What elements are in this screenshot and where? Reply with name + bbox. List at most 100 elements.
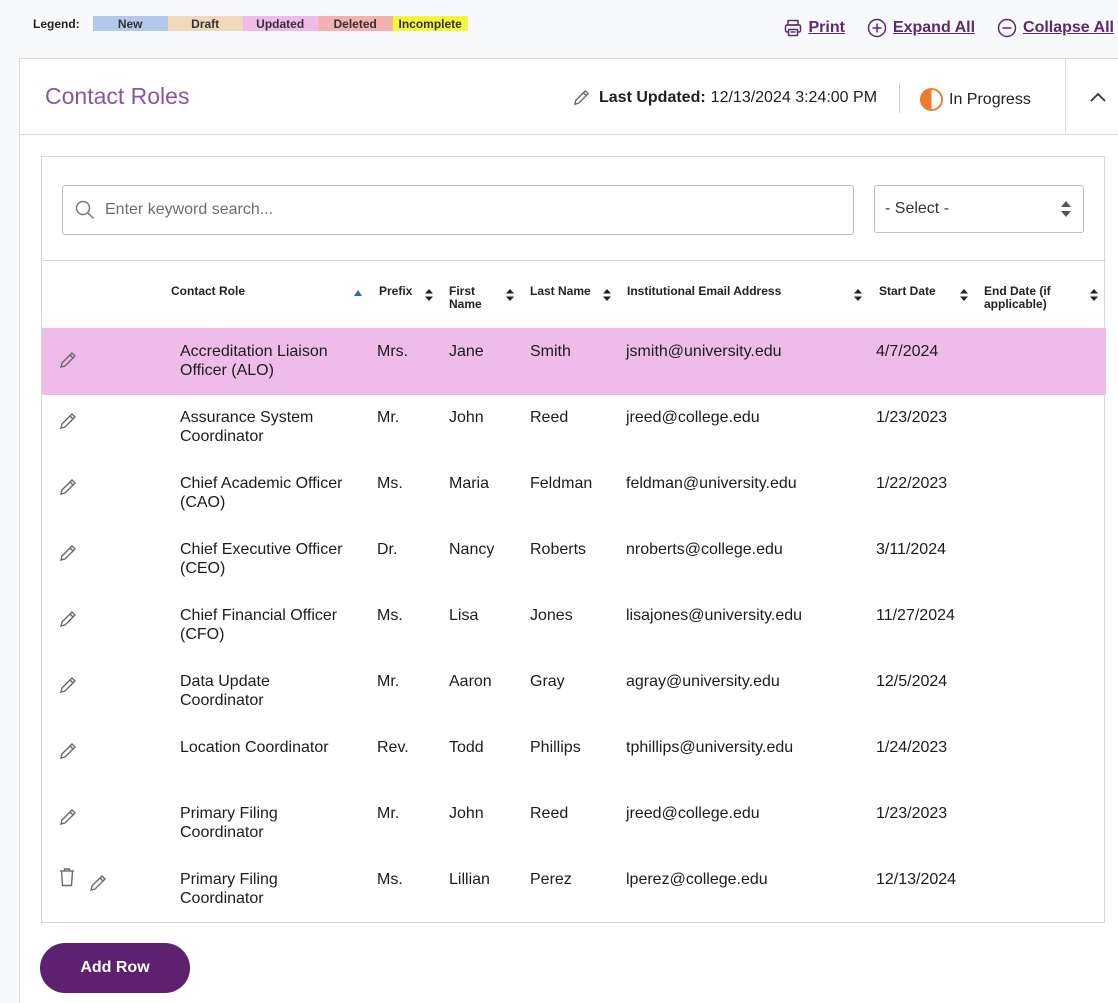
contact-roles-table-card: - Select - Contact Role Prefix First Nam… [41, 156, 1106, 923]
print-label: Print [808, 19, 845, 36]
cell-first: John [449, 805, 484, 822]
panel-title: Contact Roles [45, 83, 190, 109]
sort-icon[interactable] [1089, 288, 1099, 302]
column-header-last-name[interactable]: Last Name [530, 284, 591, 298]
add-row-button[interactable]: Add Row [40, 943, 190, 993]
legend-new: New [92, 16, 168, 31]
cell-role: Primary Filing Coordinator [180, 805, 278, 841]
pencil-icon[interactable] [58, 609, 78, 634]
cell-start: 12/13/2024 [876, 871, 957, 888]
cell-role: Accreditation Liaison Officer (ALO) [180, 343, 328, 379]
cell-prefix: Ms. [377, 607, 403, 624]
cell-last: Reed [530, 409, 569, 426]
cell-email: tphillips@university.edu [626, 739, 794, 756]
cell-prefix: Mr. [377, 805, 400, 822]
collapse-all-button[interactable]: Collapse All [997, 18, 1114, 38]
cell-first: Nancy [449, 541, 495, 558]
legend-draft: Draft [167, 16, 243, 31]
sort-icon[interactable] [959, 288, 969, 302]
cell-first: Lillian [449, 871, 490, 888]
cell-last: Feldman [530, 475, 593, 492]
table-header: Contact Role Prefix First Name Last Name… [42, 260, 1106, 329]
pencil-icon[interactable] [58, 543, 78, 568]
last-updated-label: Last Updated: [599, 88, 706, 106]
table-row: Accreditation Liaison Officer (ALO) Mrs. J… [42, 328, 1106, 395]
cell-first: John [449, 409, 484, 426]
chevron-up-icon [1090, 92, 1106, 102]
cell-prefix: Mrs. [377, 343, 409, 360]
column-header-start-date[interactable]: Start Date [879, 284, 936, 298]
cell-first: Todd [449, 739, 484, 756]
table-row: Chief Financial Officer (CFO) Ms. Lisa Jone… [42, 593, 1106, 659]
table-row: Data Update Coordinator Mr. Aaron Gray agray… [42, 659, 1106, 725]
pencil-icon[interactable] [58, 675, 78, 700]
column-header-prefix[interactable]: Prefix [379, 284, 413, 298]
cell-email: jsmith@university.edu [626, 343, 782, 360]
cell-start: 1/23/2023 [876, 409, 948, 426]
filter-select[interactable]: - Select - [874, 185, 1084, 233]
search-field[interactable] [62, 185, 854, 235]
cell-prefix: Mr. [377, 409, 400, 426]
sort-icon[interactable] [853, 288, 863, 302]
print-button[interactable]: Print [784, 19, 845, 37]
legend-incomplete: Incomplete [392, 16, 468, 31]
plus-circle-icon [867, 18, 887, 38]
expand-all-label: Expand All [892, 19, 976, 36]
column-header-first-name[interactable]: First Name [449, 284, 482, 311]
select-arrows-icon [1061, 201, 1071, 217]
pencil-icon[interactable] [88, 873, 108, 898]
cell-start: 1/24/2023 [876, 739, 948, 756]
table-row: Location Coordinator Rev. Todd Phillips tphi… [42, 725, 1106, 791]
cell-start: 1/23/2023 [876, 805, 948, 822]
table-row: Chief Academic Officer (CAO) Ms. Maria Feld… [42, 461, 1106, 527]
status-label: In Progress [949, 90, 1031, 108]
status-badge: In Progress [919, 87, 1031, 112]
column-header-contact-role[interactable]: Contact Role [171, 284, 246, 298]
cell-first: Maria [449, 475, 490, 492]
pencil-icon[interactable] [58, 741, 78, 766]
cell-prefix: Mr. [377, 673, 400, 690]
expand-all-button[interactable]: Expand All [867, 18, 975, 38]
cell-prefix: Dr. [377, 541, 398, 558]
search-input[interactable] [105, 201, 805, 219]
cell-role: Chief Financial Officer (CFO) [180, 607, 338, 643]
pencil-icon[interactable] [58, 350, 78, 375]
filter-select-value: - Select - [885, 200, 950, 217]
trash-icon[interactable] [59, 867, 75, 892]
cell-start: 3/11/2024 [876, 541, 946, 558]
sort-icon[interactable] [505, 288, 515, 302]
last-updated: Last Updated: 12/13/2024 3:24:00 PM [572, 88, 877, 107]
column-header-end-date[interactable]: End Date (if applicable) [984, 284, 1051, 311]
legend-title: Legend: [33, 16, 80, 31]
cell-role: Chief Academic Officer (CAO) [180, 475, 343, 511]
header-divider [899, 83, 900, 113]
cell-last: Phillips [530, 739, 581, 756]
cell-start: 4/7/2024 [876, 343, 939, 360]
cell-email: nroberts@college.edu [626, 541, 783, 558]
cell-role: Primary Filing Coordinator [180, 871, 278, 907]
cell-last: Smith [530, 343, 571, 360]
collapse-all-label: Collapse All [1023, 19, 1114, 36]
cell-email: agray@university.edu [626, 673, 780, 690]
sort-asc-icon[interactable] [353, 289, 363, 297]
cell-email: lisajones@university.edu [626, 607, 803, 624]
collapse-section-button[interactable] [1065, 59, 1118, 134]
cell-last: Roberts [530, 541, 587, 558]
legend-deleted: Deleted [317, 16, 393, 31]
cell-start: 11/27/2024 [876, 607, 955, 624]
printer-icon [785, 19, 802, 37]
sort-icon[interactable] [602, 288, 612, 302]
cell-email: lperez@college.edu [626, 871, 768, 888]
table-row: Chief Executive Officer (CEO) Dr. Nancy Rob… [42, 527, 1106, 593]
pencil-icon[interactable] [58, 411, 78, 436]
cell-first: Aaron [449, 673, 492, 690]
panel-header: Contact Roles Last Updated: 12/13/2024 3… [20, 59, 1118, 135]
table-row: Primary Filing Coordinator Mr. John Reed jre… [42, 791, 1106, 857]
pencil-icon[interactable] [58, 807, 78, 832]
cell-prefix: Ms. [377, 871, 403, 888]
column-header-email[interactable]: Institutional Email Address [627, 284, 782, 298]
sort-icon[interactable] [424, 288, 434, 302]
pencil-icon[interactable] [58, 477, 78, 502]
half-circle-icon [919, 87, 944, 112]
legend-updated: Updated [242, 16, 318, 31]
